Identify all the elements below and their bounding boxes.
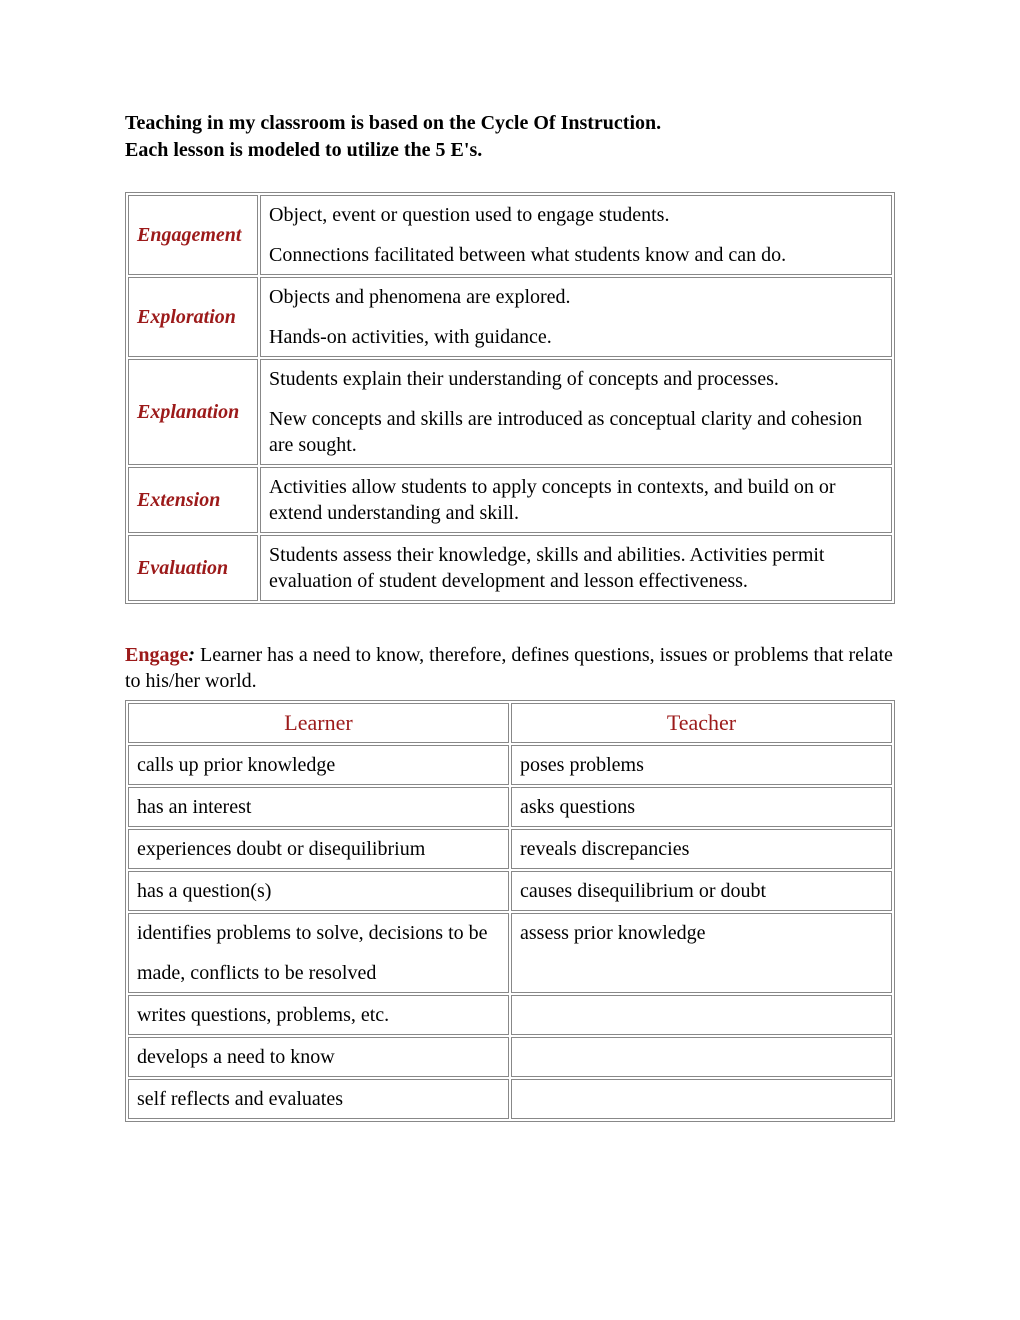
five-e-desc-p1: Object, event or question used to engage… [269,202,883,228]
teacher-cell: causes disequilibrium or doubt [511,871,892,911]
learner-cell: writes questions, problems, etc. [128,995,509,1035]
learner-cell: develops a need to know [128,1037,509,1077]
spacer [125,604,895,642]
table-row: develops a need to know [128,1037,892,1077]
table-row: has a question(s) causes disequilibrium … [128,871,892,911]
teacher-cell [511,995,892,1035]
engage-keyword: Engage [125,644,188,666]
five-e-label-extension: Extension [128,467,258,533]
intro-heading: Teaching in my classroom is based on the… [125,110,895,164]
learner-cell: has an interest [128,787,509,827]
learner-cell: has a question(s) [128,871,509,911]
learner-cell: experiences doubt or disequilibrium [128,829,509,869]
intro-line-1: Teaching in my classroom is based on the… [125,110,895,137]
page: Teaching in my classroom is based on the… [0,0,1020,1122]
five-e-table: Engagement Object, event or question use… [125,192,895,604]
five-e-desc: Objects and phenomena are explored. Hand… [260,277,892,357]
table-row: Exploration Objects and phenomena are ex… [128,277,892,357]
intro-line-2: Each lesson is modeled to utilize the 5 … [125,137,895,164]
table-row: experiences doubt or disequilibrium reve… [128,829,892,869]
teacher-cell: poses problems [511,745,892,785]
learner-cell-p2: made, conflicts to be resolved [137,960,500,986]
engage-intro: Engage: Learner has a need to know, ther… [125,642,895,694]
five-e-desc: Students explain their understanding of … [260,359,892,465]
learner-cell: identifies problems to solve, decisions … [128,913,509,993]
table-row: identifies problems to solve, decisions … [128,913,892,993]
learner-cell-p1: identifies problems to solve, decisions … [137,920,500,946]
five-e-desc: Activities allow students to apply conce… [260,467,892,533]
five-e-desc-p2: Hands-on activities, with guidance. [269,324,883,350]
table-row: has an interest asks questions [128,787,892,827]
col-header-teacher: Teacher [511,703,892,743]
learner-cell: self reflects and evaluates [128,1079,509,1119]
teacher-cell [511,1037,892,1077]
five-e-desc: Object, event or question used to engage… [260,195,892,275]
five-e-desc-p1: Students explain their understanding of … [269,366,883,392]
five-e-desc-p2: New concepts and skills are introduced a… [269,406,883,458]
five-e-desc-p1: Objects and phenomena are explored. [269,284,883,310]
table-header-row: Learner Teacher [128,703,892,743]
table-row: Evaluation Students assess their knowled… [128,535,892,601]
table-row: Engagement Object, event or question use… [128,195,892,275]
table-row: writes questions, problems, etc. [128,995,892,1035]
five-e-label-exploration: Exploration [128,277,258,357]
engage-text: Learner has a need to know, therefore, d… [125,644,893,692]
table-row: self reflects and evaluates [128,1079,892,1119]
engage-table: Learner Teacher calls up prior knowledge… [125,700,895,1122]
five-e-label-explanation: Explanation [128,359,258,465]
table-row: calls up prior knowledge poses problems [128,745,892,785]
five-e-desc: Students assess their knowledge, skills … [260,535,892,601]
five-e-desc-p1: Students assess their knowledge, skills … [269,542,883,594]
col-header-learner: Learner [128,703,509,743]
five-e-desc-p1: Activities allow students to apply conce… [269,474,883,526]
table-row: Extension Activities allow students to a… [128,467,892,533]
teacher-cell: reveals discrepancies [511,829,892,869]
five-e-desc-p2: Connections facilitated between what stu… [269,242,883,268]
teacher-cell [511,1079,892,1119]
teacher-cell: assess prior knowledge [511,913,892,993]
teacher-cell: asks questions [511,787,892,827]
learner-cell: calls up prior knowledge [128,745,509,785]
engage-colon: : [188,644,195,666]
five-e-label-engagement: Engagement [128,195,258,275]
five-e-label-evaluation: Evaluation [128,535,258,601]
table-row: Explanation Students explain their under… [128,359,892,465]
